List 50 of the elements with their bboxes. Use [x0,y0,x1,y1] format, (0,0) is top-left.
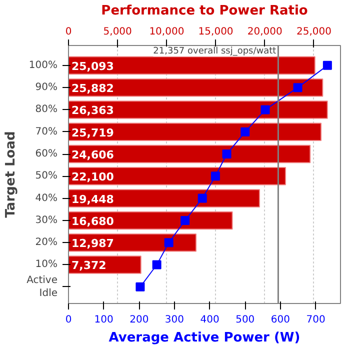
point [136,282,145,292]
y-axis-title: Target Load [4,131,19,218]
point [210,172,220,181]
x2-tick-label: 20,000 [247,26,282,38]
x-tick-label: 500 [236,314,255,326]
data-label: 19,448 [72,192,114,206]
data-label: 7,372 [72,259,106,272]
point [152,260,162,270]
point [240,127,250,136]
x2-tick-label: 15,000 [198,26,234,38]
y-tick-label: 70% [35,126,58,138]
point [164,238,174,248]
point [260,105,270,114]
data-label: 26,363 [72,104,114,118]
y-tick-label: 10% [35,259,58,270]
y-tick-label: 90% [35,82,58,94]
x2-axis-title: Performance to Power Ratio [101,4,308,18]
point [322,60,332,70]
point [180,216,190,225]
x2-tick-label: 5,000 [103,26,132,38]
data-label: 16,680 [72,214,114,228]
data-label: 25,719 [72,126,114,140]
y-tick-label: 50% [35,170,58,182]
data-label: 12,987 [72,237,114,250]
data-label: 25,093 [72,60,114,73]
y-tick-label: 100% [28,60,58,71]
x-tick-label: 700 [306,314,326,326]
x-tick-label: 0 [65,314,72,326]
x2-tick-label: 10,000 [149,26,184,38]
x2-tick-label: 0 [65,26,72,38]
y-tick-label: 40% [35,192,58,204]
point [293,83,302,92]
data-label: 22,100 [72,170,114,184]
x-axis-title: Average Active Power (W) [108,330,300,346]
x-tick-label: 600 [270,314,290,326]
point [198,194,207,203]
y-tick-label: 80% [35,104,58,116]
y-tick-label: 60% [35,148,58,160]
y-tick-label: 20% [35,237,58,248]
point [222,150,232,159]
x-tick-label: 200 [130,314,149,326]
data-label: 25,882 [72,82,114,96]
x-tick-label: 300 [164,314,184,326]
y-tick-label: 30% [35,214,58,226]
y-tick-label: Active Idle [26,274,58,299]
data-label: 24,606 [72,148,114,162]
x-tick-label: 400 [200,314,220,326]
x-tick-label: 100 [94,314,114,326]
x2-tick-label: 25,000 [296,26,332,38]
ref-line-label: 21,357 overall ssj_ops/watt [153,46,277,56]
